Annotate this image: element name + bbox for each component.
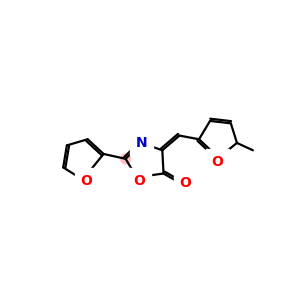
Circle shape [121, 154, 130, 164]
Text: O: O [80, 174, 92, 188]
Text: O: O [179, 176, 191, 190]
Text: O: O [133, 174, 145, 188]
Text: N: N [136, 136, 147, 150]
Circle shape [136, 138, 146, 148]
Text: O: O [212, 155, 223, 169]
